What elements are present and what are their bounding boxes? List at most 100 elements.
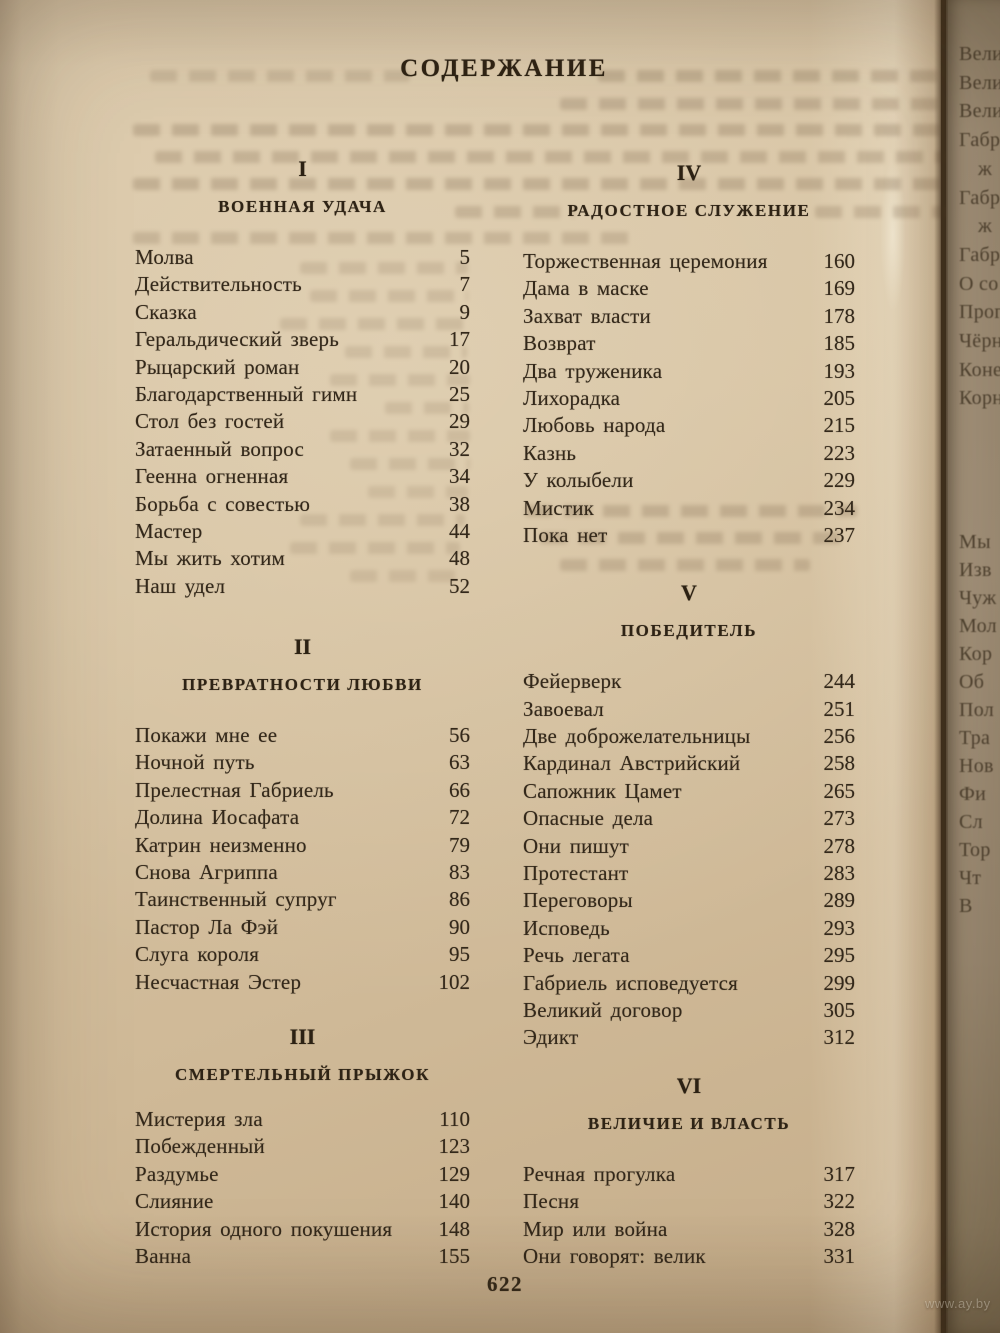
toc-entry-page: 160 bbox=[823, 249, 856, 273]
toc-entry-title: Мастер bbox=[135, 518, 203, 543]
toc-entry: Снова Агриппа 83 bbox=[135, 859, 470, 886]
toc-entry-title: Эдикт bbox=[523, 1025, 579, 1050]
toc-entry: Великий договор 305 bbox=[523, 997, 855, 1024]
next-page-text-fragment: Корн bbox=[959, 387, 1000, 410]
toc-section-heading: РАДОСТНОЕ СЛУЖЕНИЕ bbox=[567, 201, 811, 220]
toc-entry-page: 25 bbox=[449, 381, 470, 406]
bleed-through-line bbox=[350, 570, 460, 582]
toc-entry-title: Завоевал bbox=[523, 696, 604, 721]
toc-entry-page: 305 bbox=[823, 997, 856, 1022]
toc-entry: Возврат 185 bbox=[523, 330, 855, 357]
toc-entry-title: Казнь bbox=[523, 440, 577, 465]
toc-entry: Стол без гостей 29 bbox=[135, 408, 470, 435]
toc-entry: Мы жить хотим 48 bbox=[135, 545, 470, 572]
toc-entry-page: 123 bbox=[438, 1134, 471, 1159]
bleed-through-line bbox=[540, 532, 850, 544]
toc-section-heading: ПРЕВРАТНОСТИ ЛЮБВИ bbox=[182, 675, 423, 695]
toc-section-numeral: II bbox=[293, 634, 312, 660]
toc-section: I ВОЕННАЯ УДАЧА Молва 5 Действительность 7 Ска… bbox=[135, 156, 470, 600]
toc-entry-page: 32 bbox=[449, 436, 470, 461]
toc-entry: Слуга короля 95 bbox=[135, 941, 470, 968]
toc-entry-page: 169 bbox=[823, 276, 856, 301]
toc-entry-page: 155 bbox=[438, 1243, 471, 1268]
toc-entry-page: 129 bbox=[438, 1161, 471, 1186]
bleed-through-line bbox=[455, 206, 575, 218]
toc-entry-list: Покажи мне ее 56 Ночной путь 63 Прелестная Г… bbox=[135, 722, 470, 996]
toc-entry: Рыцарский роман 20 bbox=[135, 354, 470, 381]
toc-section-numeral: III bbox=[289, 1023, 316, 1049]
page-title: СОДЕРЖАНИЕ bbox=[400, 55, 608, 82]
toc-entry-list: Молва 5 Действительность 7 Сказка 9 Геральдиче… bbox=[135, 244, 470, 600]
toc-entry: Эдикт 312 bbox=[523, 1024, 855, 1051]
toc-entry-title: Торжественная церемония bbox=[523, 249, 768, 273]
toc-entry-title: Наш удел bbox=[135, 573, 226, 598]
toc-entry: Мистик 234 bbox=[523, 495, 855, 522]
toc-entry: Опасные дела 273 bbox=[523, 805, 855, 832]
bleed-through-line bbox=[133, 232, 633, 244]
toc-entry-page: 295 bbox=[823, 943, 856, 968]
toc-entry-title: Прелестная Габриель bbox=[135, 777, 334, 802]
toc-entry-title: Исповедь bbox=[523, 915, 610, 940]
toc-entry: Геральдический зверь 17 bbox=[135, 326, 470, 353]
next-page-text-fragment: Мол bbox=[959, 615, 997, 637]
toc-entry-title: Рыцарский роман bbox=[135, 354, 300, 379]
toc-entry-title: Слияние bbox=[135, 1189, 214, 1214]
toc-entry-title: Великий договор bbox=[523, 997, 683, 1022]
toc-entry: Любовь народа 215 bbox=[523, 412, 855, 439]
bleed-through-line bbox=[330, 374, 470, 386]
toc-entry-page: 258 bbox=[823, 751, 856, 776]
toc-entry: Благодарственный гимн 25 bbox=[135, 381, 470, 408]
toc-entry: Казнь 223 bbox=[523, 440, 855, 467]
next-page-text-fragment: ж bbox=[978, 157, 993, 180]
toc-entry: История одного покушения 148 bbox=[135, 1216, 470, 1243]
toc-entry-title: Сапожник Цамет bbox=[523, 778, 682, 803]
toc-entry-page: 244 bbox=[823, 669, 856, 694]
toc-entry-title: У колыбели bbox=[523, 468, 634, 493]
toc-section-heading: ВЕЛИЧИЕ И ВЛАСТЬ bbox=[587, 1113, 791, 1133]
toc-right-column: IV РАДОСТНОЕ СЛУЖЕНИЕ Торжественная церемо… bbox=[523, 0, 855, 1270]
next-page-text-fragment: Вели bbox=[959, 71, 1000, 94]
toc-section-heading: ПОБЕДИТЕЛЬ bbox=[620, 621, 758, 641]
toc-entry-page: 312 bbox=[823, 1025, 856, 1050]
bleed-through-line bbox=[280, 318, 466, 330]
toc-entry-page: 273 bbox=[823, 806, 856, 831]
next-page-text-fragment: Вели bbox=[959, 43, 1000, 65]
toc-entry: Речь легата 295 bbox=[523, 942, 855, 969]
toc-entry-list: Мистерия зла 110 Побежденный 123 Раздумье 129… bbox=[135, 1106, 470, 1270]
toc-entry-title: Пока нет bbox=[523, 522, 608, 547]
toc-section: VI ВЕЛИЧИЕ И ВЛАСТЬ Речная прогулка 317 Песн… bbox=[523, 1073, 855, 1271]
toc-section-numeral: I bbox=[298, 156, 307, 181]
toc-entry: Действительность 7 bbox=[135, 271, 470, 298]
bleed-through-line bbox=[598, 70, 946, 82]
toc-entry-title: Дама в маске bbox=[523, 276, 649, 301]
toc-section-heading: ВОЕННАЯ УДАЧА bbox=[218, 197, 387, 216]
next-page-text-fragment: О со bbox=[959, 272, 999, 295]
toc-entry-page: 229 bbox=[823, 468, 856, 493]
toc-left-column: I ВОЕННАЯ УДАЧА Молва 5 Действительность 7 Ска… bbox=[135, 0, 470, 1270]
toc-page: СОДЕРЖАНИЕ I ВОЕННАЯ УДАЧА Молва 5 Действите… bbox=[0, 0, 948, 1333]
bleed-through-line bbox=[290, 542, 460, 554]
next-page-text-fragment: В bbox=[959, 895, 973, 917]
toc-entry: Ночной путь 63 bbox=[135, 749, 470, 776]
bleed-through-line bbox=[330, 430, 470, 442]
toc-entry-title: Опасные дела bbox=[523, 806, 654, 831]
toc-entry: Таинственный супруг 86 bbox=[135, 886, 470, 913]
toc-entry-page: 83 bbox=[449, 860, 470, 885]
toc-entry-page: 5 bbox=[459, 245, 471, 269]
toc-entry-title: Мир или война bbox=[523, 1216, 668, 1241]
toc-entry: Мастер 44 bbox=[135, 518, 470, 545]
toc-entry-title: Покажи мне ее bbox=[135, 723, 278, 748]
toc-entry: Габриель исповедуется 299 bbox=[523, 970, 855, 997]
watermark: www.ay.by bbox=[925, 1296, 991, 1311]
next-page-text-fragment: Габр bbox=[959, 129, 1000, 152]
toc-entry-title: Переговоры bbox=[523, 888, 633, 913]
toc-entry-page: 48 bbox=[449, 546, 470, 571]
toc-entry: Несчастная Эстер 102 bbox=[135, 969, 470, 996]
bleed-through-line bbox=[525, 505, 857, 517]
toc-entry: Борьба с совестью 38 bbox=[135, 491, 470, 518]
toc-entry-title: Затаенный вопрос bbox=[135, 436, 305, 461]
toc-entry-page: 322 bbox=[823, 1189, 856, 1214]
toc-entry-page: 34 bbox=[449, 464, 470, 489]
next-page-text-fragment: Мы bbox=[959, 531, 991, 553]
bleed-through-line bbox=[815, 206, 947, 218]
